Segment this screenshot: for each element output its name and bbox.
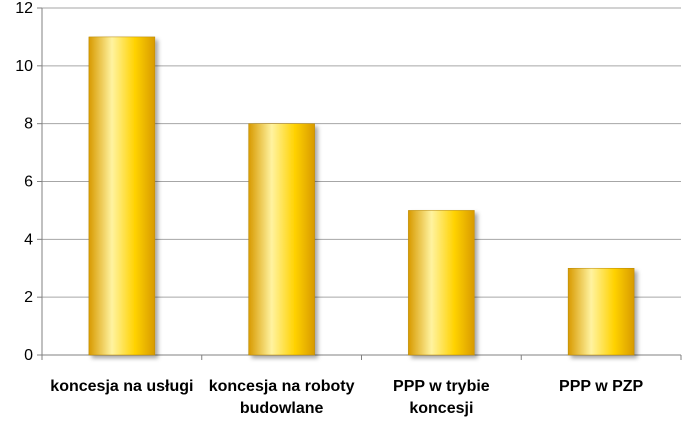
bar (567, 268, 635, 356)
bar (88, 36, 156, 356)
x-category-label: koncesja na usługi (50, 378, 193, 395)
x-category-label-line: koncesja na roboty (209, 378, 355, 395)
y-tick-label: 8 (24, 116, 33, 133)
x-category-label-line: koncesji (409, 400, 473, 417)
x-category-label: PPP w trybie koncesji (393, 378, 490, 417)
y-tick-label: 6 (24, 174, 33, 191)
x-category-label-line: PPP w PZP (559, 378, 644, 395)
y-tick-label: 4 (24, 231, 33, 248)
bar (408, 210, 475, 356)
x-category-label-line: PPP w trybie (393, 378, 490, 395)
x-category-labels: koncesja na usługi koncesja na roboty budo… (50, 378, 643, 417)
x-category-label-line: budowlane (240, 400, 324, 417)
y-tick-label: 0 (24, 347, 33, 364)
x-category-label-line: koncesja na usługi (50, 378, 193, 395)
y-tick-label: 2 (24, 289, 33, 306)
x-category-label: PPP w PZP (559, 378, 644, 395)
x-category-label: koncesja na roboty budowlane (209, 378, 355, 417)
y-tick-labels: 0 2 4 6 8 10 12 (15, 0, 33, 364)
bars (88, 36, 635, 356)
y-tick-label: 12 (15, 0, 33, 17)
y-tick-label: 10 (15, 58, 33, 75)
bar (248, 123, 315, 356)
